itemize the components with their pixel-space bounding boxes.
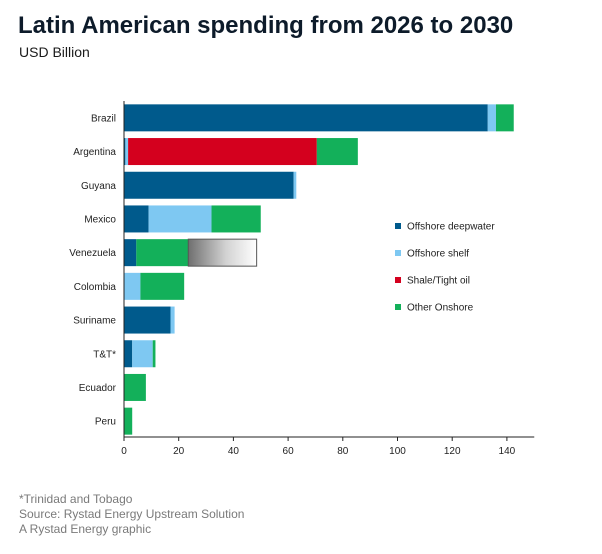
bar-brazil-offshore-shelf — [487, 104, 496, 132]
category-label-mexico: Mexico — [84, 214, 116, 225]
bar-t-t-other-onshore — [152, 340, 156, 368]
category-label-brazil: Brazil — [91, 113, 116, 124]
x-tick-label-20: 20 — [173, 446, 185, 457]
legend-label-shale-tight-oil: Shale/Tight oil — [407, 276, 470, 287]
source-note: Source: Rystad Energy Upstream Solution — [19, 507, 245, 521]
legend-swatch-other-onshore — [395, 304, 401, 310]
legend-swatch-offshore-shelf — [395, 250, 401, 256]
category-label-venezuela: Venezuela — [69, 248, 116, 259]
bar-peru-other-onshore — [124, 407, 133, 435]
bar-mexico-offshore-deepwater — [124, 205, 149, 233]
x-tick-label-40: 40 — [228, 446, 240, 457]
x-tick-label-140: 140 — [499, 446, 516, 457]
bar-brazil-other-onshore — [495, 104, 514, 132]
bar-suriname-offshore-deepwater — [124, 306, 171, 334]
legend-label-other-onshore: Other Onshore — [407, 303, 474, 314]
bar-colombia-other-onshore — [140, 272, 185, 300]
bar-suriname-offshore-shelf — [170, 306, 175, 334]
x-tick-label-60: 60 — [283, 446, 295, 457]
bar-argentina-shale-tight-oil — [128, 138, 317, 166]
bar-brazil-offshore-deepwater — [124, 104, 488, 132]
footnote: *Trinidad and Tobago — [19, 492, 133, 506]
x-tick-label-0: 0 — [121, 446, 127, 457]
bar-argentina-other-onshore — [316, 138, 358, 166]
bar-venezuela-other-onshore — [136, 239, 189, 267]
bar-guyana-offshore-shelf — [293, 171, 297, 199]
category-label-colombia: Colombia — [74, 282, 117, 293]
bar-venezuela-offshore-deepwater — [124, 239, 137, 267]
category-label-guyana: Guyana — [81, 181, 116, 192]
legend-swatch-offshore-deepwater — [395, 223, 401, 229]
chart-subtitle: USD Billion — [19, 44, 90, 60]
bar-venezuela-additional-segment — [187, 238, 258, 267]
category-label-ecuador: Ecuador — [79, 383, 117, 394]
bar-ecuador-other-onshore — [124, 373, 146, 401]
category-label-peru: Peru — [95, 417, 116, 428]
bar-mexico-other-onshore — [211, 205, 261, 233]
bar-t-t-offshore-shelf — [132, 340, 153, 368]
bar-t-t-offshore-deepwater — [124, 340, 133, 368]
x-tick-label-80: 80 — [337, 446, 349, 457]
bar-colombia-offshore-shelf — [124, 272, 141, 300]
x-tick-label-100: 100 — [389, 446, 406, 457]
bar-argentina-offshore-deepwater — [124, 138, 126, 166]
category-label-argentina: Argentina — [73, 147, 116, 158]
bar-argentina-offshore-shelf — [125, 138, 129, 166]
legend-label-offshore-shelf: Offshore shelf — [407, 249, 469, 260]
category-label-suriname: Suriname — [73, 316, 116, 327]
credit-note: A Rystad Energy graphic — [19, 522, 152, 536]
x-tick-label-120: 120 — [444, 446, 461, 457]
legend-swatch-shale-tight-oil — [395, 277, 401, 283]
bar-mexico-offshore-shelf — [148, 205, 212, 233]
bar-guyana-offshore-deepwater — [124, 171, 294, 199]
chart-title: Latin American spending from 2026 to 203… — [18, 12, 514, 39]
category-label-t-t: T&T* — [93, 349, 116, 360]
legend-label-offshore-deepwater: Offshore deepwater — [407, 222, 495, 233]
